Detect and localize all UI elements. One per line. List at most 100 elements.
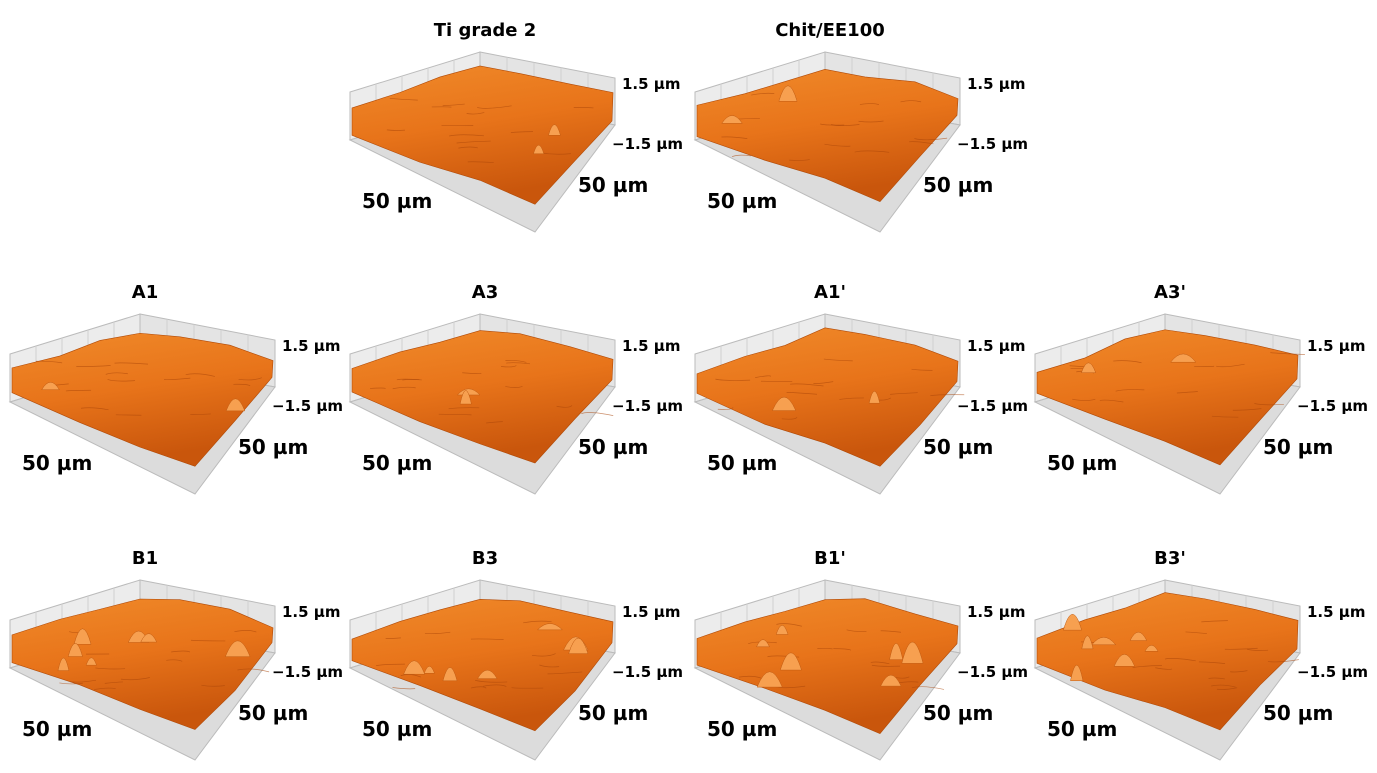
surface-texture: [171, 650, 191, 653]
surface-texture: [817, 647, 833, 650]
surface-texture: [911, 368, 933, 371]
surface-texture: [505, 386, 523, 388]
surface-peak: [67, 643, 83, 657]
surface: [696, 598, 959, 735]
surface-texture: [120, 677, 150, 681]
surface-texture: [824, 143, 851, 147]
panel-title: B3: [472, 548, 498, 569]
z-max-label: 1.5 µm: [1307, 603, 1365, 621]
surface-texture: [539, 664, 560, 668]
surface: [1036, 329, 1299, 466]
surface-texture: [233, 383, 251, 387]
surface-texture: [94, 687, 116, 690]
z-min-label: −1.5 µm: [612, 135, 683, 153]
surface-texture: [76, 365, 111, 367]
surface-texture: [1155, 667, 1173, 670]
surface-texture: [448, 407, 480, 410]
surface-texture: [858, 120, 884, 123]
surface-peak: [1129, 631, 1148, 641]
surface-peak: [1063, 614, 1082, 631]
surface-texture: [392, 386, 416, 390]
surface-texture: [438, 413, 472, 416]
z-min-label: −1.5 µm: [612, 663, 683, 681]
surface-texture: [871, 664, 901, 667]
surface-texture: [1208, 677, 1225, 680]
surface-texture: [547, 671, 583, 675]
surface-texture: [721, 136, 748, 139]
surface-texture: [458, 146, 478, 149]
y-axis-label: 50 µm: [578, 435, 648, 459]
z-min-label: −1.5 µm: [1297, 397, 1368, 415]
surface-texture: [911, 686, 945, 690]
z-max-label: 1.5 µm: [282, 337, 340, 355]
z-min-label: −1.5 µm: [612, 397, 683, 415]
surface-texture: [1164, 658, 1196, 662]
surface-texture: [166, 659, 183, 662]
surface-texture: [1267, 659, 1299, 663]
surface-peak: [880, 674, 902, 687]
surface-texture: [70, 679, 97, 683]
surface-panel: B1 1.5 µm −1.5 µm 50 µm 50 µm: [8, 548, 343, 761]
surface-peak: [403, 660, 426, 675]
surface-texture: [95, 667, 126, 670]
surface-peak: [756, 639, 770, 648]
surface-texture: [376, 663, 405, 666]
surface-texture: [786, 392, 818, 395]
surface-texture: [482, 684, 507, 687]
surface-texture: [1201, 620, 1228, 623]
surface-panel: B3' 1.5 µm −1.5 µm 50 µm 50 µm: [1033, 548, 1368, 761]
surface-texture: [581, 412, 614, 416]
surface-texture: [755, 375, 771, 378]
y-axis-label: 50 µm: [923, 435, 993, 459]
z-max-label: 1.5 µm: [282, 603, 340, 621]
surface-texture: [717, 407, 734, 410]
surface-texture: [471, 686, 487, 689]
surface: [11, 598, 274, 730]
surface-peak: [568, 637, 589, 654]
surface-texture: [909, 141, 934, 145]
surface-peak: [423, 665, 435, 674]
surface-texture: [823, 358, 853, 362]
panel-title: Chit/EE100: [775, 20, 885, 41]
surface-texture: [1254, 403, 1284, 406]
surface-texture: [1216, 363, 1245, 368]
z-min-label: −1.5 µm: [957, 135, 1028, 153]
surface-texture: [914, 137, 948, 141]
y-axis-label: 50 µm: [1263, 701, 1333, 725]
surface-peak: [442, 667, 458, 682]
surface-texture: [80, 407, 109, 411]
surface-peak: [1081, 635, 1094, 650]
panel-title: Ti grade 2: [434, 20, 537, 41]
surface-texture: [486, 421, 503, 424]
surface-texture: [392, 687, 416, 690]
surface-peak: [779, 652, 802, 671]
surface: [696, 327, 959, 467]
surface-texture: [475, 680, 508, 683]
z-max-label: 1.5 µm: [967, 337, 1025, 355]
surface-texture: [715, 378, 751, 381]
z-min-label: −1.5 µm: [957, 663, 1028, 681]
surface-texture: [1198, 661, 1226, 664]
x-axis-label: 50 µm: [362, 451, 432, 475]
surface-panel: B3 1.5 µm −1.5 µm 50 µm 50 µm: [348, 548, 683, 761]
surface-peak: [548, 124, 561, 136]
surface-texture: [59, 682, 83, 685]
y-axis-label: 50 µm: [923, 173, 993, 197]
surface-texture: [107, 379, 135, 382]
z-max-label: 1.5 µm: [967, 603, 1025, 621]
surface-texture: [833, 648, 852, 651]
surface-texture: [531, 653, 556, 657]
surface-texture: [880, 630, 902, 633]
surface-texture: [1246, 648, 1269, 651]
surface-peak: [477, 669, 498, 679]
x-axis-label: 50 µm: [362, 189, 432, 213]
surface-texture: [1224, 647, 1258, 650]
surface-peak: [225, 398, 246, 412]
surface-peak: [533, 144, 545, 155]
surface-texture: [523, 620, 552, 624]
surface-peak: [1070, 664, 1084, 682]
surface-texture: [930, 394, 965, 397]
surface-peak: [868, 390, 881, 404]
panel-title: B1': [814, 548, 846, 569]
